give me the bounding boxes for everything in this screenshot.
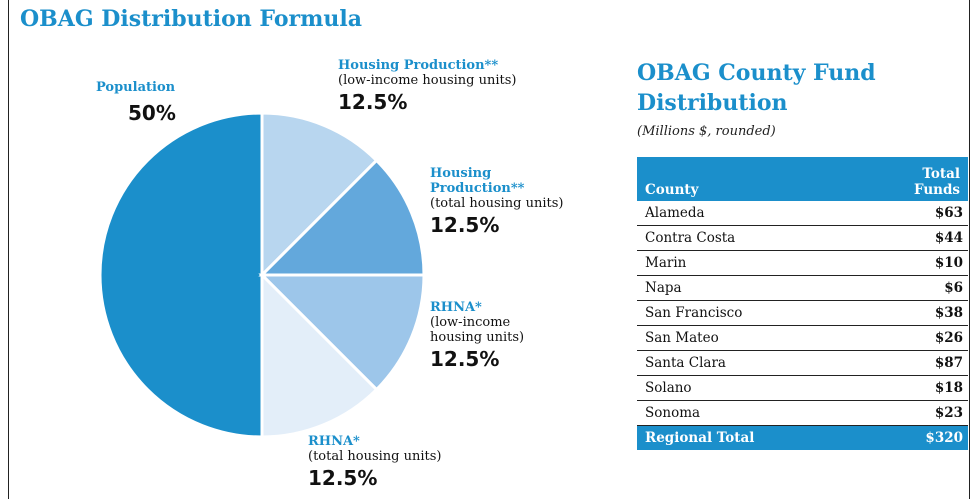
county-cell: Contra Costa bbox=[637, 225, 882, 251]
table-title: OBAG County Fund Distribution bbox=[637, 60, 876, 116]
header-row: County Total Funds bbox=[637, 157, 968, 201]
table-row: Santa Clara $87 bbox=[637, 350, 968, 376]
table-row: Marin $10 bbox=[637, 250, 968, 276]
slice-note: (low-income housing units) bbox=[430, 315, 525, 345]
pie-slice bbox=[258, 273, 426, 392]
county-cell: Sonoma bbox=[637, 400, 882, 426]
county-cell: Napa bbox=[637, 275, 882, 301]
slice-label: Housing Production** (total housing units… bbox=[430, 166, 564, 239]
title: OBAG Distribution Formula bbox=[20, 6, 362, 32]
funds-cell: $6 bbox=[882, 275, 968, 301]
slice-name: RHNA* bbox=[430, 300, 482, 315]
county-cell: Solano bbox=[637, 375, 882, 401]
county-cell: San Francisco bbox=[637, 300, 882, 326]
slice-value: 12.5% bbox=[308, 466, 378, 490]
slice-value: 50% bbox=[128, 101, 176, 125]
pie-slice bbox=[258, 158, 426, 277]
county-cell: Marin bbox=[637, 250, 882, 276]
funds-cell: $44 bbox=[882, 225, 968, 251]
table-row: Napa $6 bbox=[637, 275, 968, 301]
slice-value: 12.5% bbox=[338, 90, 408, 114]
slice-label: Population 50% bbox=[96, 80, 176, 127]
funds-cell: $38 bbox=[882, 300, 968, 326]
frame bbox=[8, 0, 970, 499]
table-subtitle: (Millions $, rounded) bbox=[637, 124, 776, 139]
total-label: Regional Total bbox=[637, 425, 882, 450]
county-cell: San Mateo bbox=[637, 325, 882, 351]
funds-cell: $18 bbox=[882, 375, 968, 401]
funds-cell: $63 bbox=[882, 201, 968, 226]
slice-label: Housing Production** (low-income housing … bbox=[338, 58, 516, 116]
funds-cell: $23 bbox=[882, 400, 968, 426]
table-row: Alameda $63 bbox=[637, 201, 968, 226]
table-row: Contra Costa $44 bbox=[637, 225, 968, 251]
total-row: Regional Total $320 bbox=[637, 425, 968, 450]
pie-slice bbox=[260, 111, 379, 279]
slice-label: RHNA* (total housing units) 12.5% bbox=[308, 434, 442, 492]
slice-name: Housing Production** bbox=[430, 166, 525, 196]
column-header: Total Funds bbox=[882, 157, 968, 201]
county-cell: Alameda bbox=[637, 201, 882, 226]
slice-note: (low-income housing units) bbox=[338, 73, 517, 88]
fund-table: County Total Funds Alameda $63 Contra Cost… bbox=[637, 157, 968, 450]
funds-cell: $87 bbox=[882, 350, 968, 376]
table-row: San Mateo $26 bbox=[637, 325, 968, 351]
pie-slice bbox=[260, 271, 379, 439]
slice-note: (total housing units) bbox=[430, 196, 564, 211]
slice-name: Population bbox=[96, 80, 176, 95]
slice-note: (total housing units) bbox=[308, 449, 442, 464]
slice-name: Housing Production** bbox=[338, 58, 499, 73]
slice-label: RHNA* (low-income housing units) 12.5% bbox=[430, 300, 542, 373]
county-cell: Santa Clara bbox=[637, 350, 882, 376]
table-row: Sonoma $23 bbox=[637, 400, 968, 426]
funds-cell: $10 bbox=[882, 250, 968, 276]
slice-value: 12.5% bbox=[430, 347, 500, 371]
table-row: Solano $18 bbox=[637, 375, 968, 401]
column-header: County bbox=[637, 157, 882, 201]
slice-value: 12.5% bbox=[430, 213, 500, 237]
total-value: $320 bbox=[882, 425, 968, 450]
funds-cell: $26 bbox=[882, 325, 968, 351]
pie-slice bbox=[98, 111, 264, 439]
table-row: San Francisco $38 bbox=[637, 300, 968, 326]
slice-name: RHNA* bbox=[308, 434, 360, 449]
